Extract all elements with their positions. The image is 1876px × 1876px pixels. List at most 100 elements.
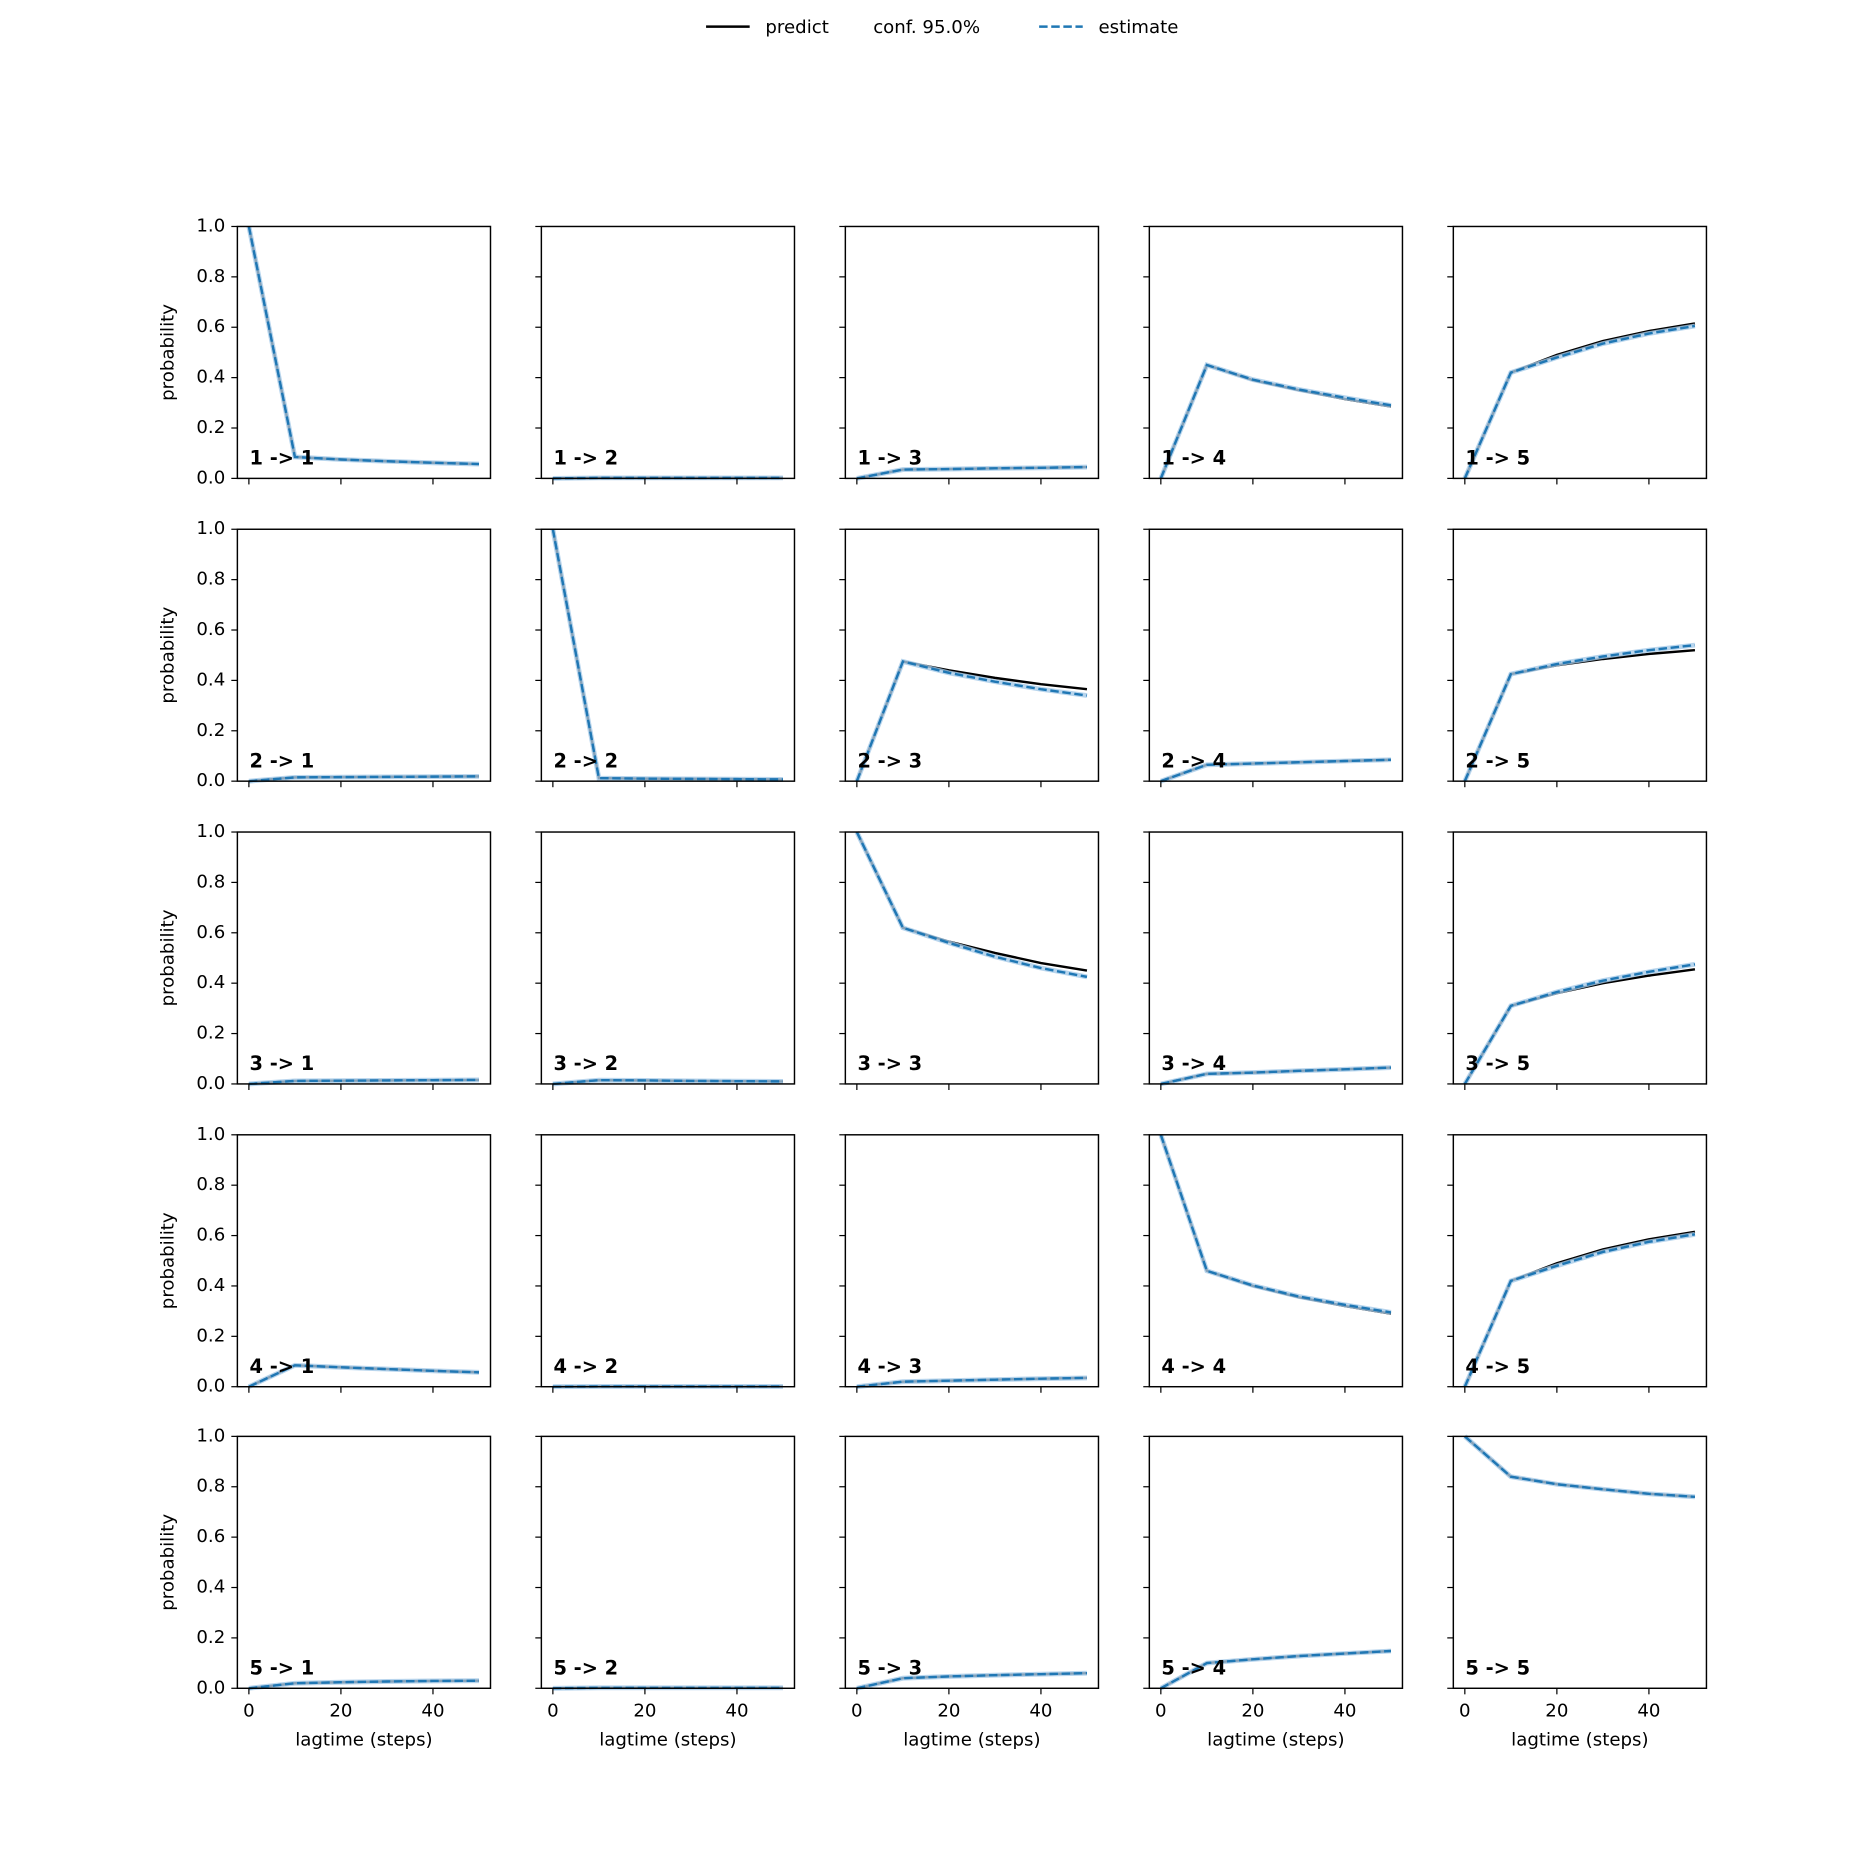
- x-tick-label: 20: [1241, 1700, 1264, 1721]
- plot-lines: [854, 830, 1088, 980]
- panel-title: 4 -> 4: [1161, 1355, 1226, 1378]
- panel: 0 20 40 lagtime (steps) 5 -> 4: [1143, 1435, 1404, 1750]
- y-tick-label: 0.0: [196, 467, 225, 488]
- axes-frame: [540, 225, 796, 480]
- panel: 3 -> 3: [839, 830, 1100, 1090]
- panel-title: 5 -> 3: [857, 1656, 922, 1679]
- panel: 0 20 40 lagtime (steps) 5 -> 5: [1447, 1434, 1708, 1750]
- y-tick-label: 0.8: [196, 266, 225, 287]
- panel: 2 -> 3: [839, 528, 1100, 788]
- panel-title: 5 -> 1: [249, 1656, 314, 1679]
- panel-title: 1 -> 5: [1465, 447, 1530, 470]
- y-tick-label: 0.6: [196, 619, 225, 640]
- estimate-line: [856, 1376, 1087, 1388]
- axes-frame: [1452, 1134, 1708, 1388]
- panel-title: 5 -> 5: [1465, 1656, 1530, 1679]
- panel: 0.0 0.2 0.4 0.6 0.8 1.0 probability 4 -> 1: [157, 1124, 492, 1397]
- conf-band: [246, 226, 480, 467]
- plot-lines: [1158, 362, 1392, 480]
- panel-title: 5 -> 4: [1161, 1656, 1226, 1679]
- axes-frame: [844, 528, 1100, 782]
- y-axis-label: probability: [157, 607, 178, 704]
- plot-lines: [1463, 1434, 1696, 1500]
- axes-frame: [1148, 225, 1404, 480]
- axes-frame: [540, 831, 796, 1085]
- plot-lines: [247, 1362, 480, 1389]
- plot-lines: [854, 658, 1088, 783]
- panel: 0 20 40 lagtime (steps) 5 -> 2: [535, 1435, 796, 1750]
- panel-title: 3 -> 2: [553, 1052, 618, 1075]
- plot-lines: [856, 464, 1088, 481]
- legend-label: conf. 95.0%: [873, 17, 980, 38]
- x-tick-label: 20: [1545, 1700, 1568, 1721]
- axes-frame: [844, 1134, 1100, 1388]
- plot-lines: [552, 1077, 783, 1087]
- panel-title: 1 -> 3: [857, 447, 922, 470]
- panel: 1 -> 5: [1447, 225, 1708, 485]
- conf-band: [1463, 1434, 1696, 1500]
- panel-title: 4 -> 3: [857, 1355, 922, 1378]
- y-axis-label: probability: [157, 1212, 178, 1309]
- y-tick-label: 0.2: [196, 720, 225, 741]
- panel-title: 2 -> 3: [857, 749, 922, 772]
- y-axis-label: probability: [157, 1514, 178, 1611]
- panel-title: 2 -> 4: [1161, 749, 1226, 772]
- y-tick-label: 0.6: [196, 1526, 225, 1547]
- y-tick-label: 0.2: [196, 1325, 225, 1346]
- panel-title: 2 -> 1: [249, 749, 314, 772]
- panel-title: 5 -> 2: [553, 1656, 618, 1679]
- y-tick-label: 1.0: [196, 821, 225, 842]
- y-tick-label: 0.4: [196, 972, 225, 993]
- axes-frame: [540, 528, 796, 782]
- y-tick-label: 0.8: [196, 1476, 225, 1497]
- estimate-line: [855, 660, 1088, 782]
- axes-frame: [1148, 831, 1404, 1085]
- plot-lines: [1462, 322, 1696, 480]
- axes-frame: [1452, 831, 1708, 1085]
- x-tick-label: 0: [1155, 1700, 1167, 1721]
- x-tick-label: 20: [633, 1700, 656, 1721]
- predict-line: [247, 226, 480, 466]
- x-tick-label: 0: [243, 1700, 255, 1721]
- axes-frame: [844, 1435, 1100, 1690]
- x-tick-label: 40: [421, 1700, 444, 1721]
- axes-frame: [236, 831, 492, 1085]
- legend-label: estimate: [1098, 17, 1178, 38]
- estimate-line: [855, 831, 1088, 979]
- estimate-line: [551, 529, 783, 781]
- axes-frame: [236, 1134, 492, 1388]
- estimate-line: [1463, 324, 1696, 479]
- axes-frame: [1148, 1134, 1404, 1388]
- panel: 0 20 40 lagtime (steps) 5 -> 3: [839, 1435, 1100, 1750]
- panel-title: 4 -> 1: [249, 1355, 314, 1378]
- estimate-line: [1464, 1435, 1696, 1499]
- plot-lines: [856, 1670, 1088, 1691]
- y-tick-label: 0.0: [196, 1677, 225, 1698]
- x-tick-label: 20: [329, 1700, 352, 1721]
- y-tick-label: 0.4: [196, 1275, 225, 1296]
- legend: predict conf. 95.0% estimate: [706, 17, 1178, 38]
- y-tick-label: 1.0: [196, 1124, 225, 1145]
- y-tick-label: 0.0: [196, 770, 225, 791]
- y-tick-label: 0.0: [196, 1073, 225, 1094]
- y-tick-label: 0.6: [196, 316, 225, 337]
- plot-lines: [1159, 1648, 1392, 1691]
- panel: 4 -> 3: [839, 1134, 1100, 1393]
- panel: 2 -> 5: [1447, 528, 1708, 788]
- panel: 0.0 0.2 0.4 0.6 0.8 1.0 probability 1 -> 1: [157, 215, 492, 488]
- axes-frame: [1148, 1435, 1404, 1690]
- x-tick-label: 0: [1459, 1700, 1471, 1721]
- panel: 4 -> 2: [535, 1134, 796, 1393]
- y-tick-label: 0.0: [196, 1376, 225, 1397]
- predict-line: [1159, 1134, 1392, 1315]
- estimate-line: [1463, 1233, 1696, 1388]
- axes-frame: [236, 225, 492, 480]
- axes-frame: [540, 1134, 796, 1388]
- panel: 3 -> 2: [535, 831, 796, 1090]
- panel: 0.0 0.2 0.4 0.6 0.8 1.0 probability 3 -> 1: [157, 821, 492, 1094]
- axes-frame: [1452, 528, 1708, 782]
- plot-lines: [248, 1077, 480, 1087]
- y-tick-label: 0.8: [196, 1174, 225, 1195]
- y-tick-label: 1.0: [196, 215, 225, 236]
- panel-title: 3 -> 3: [857, 1052, 922, 1075]
